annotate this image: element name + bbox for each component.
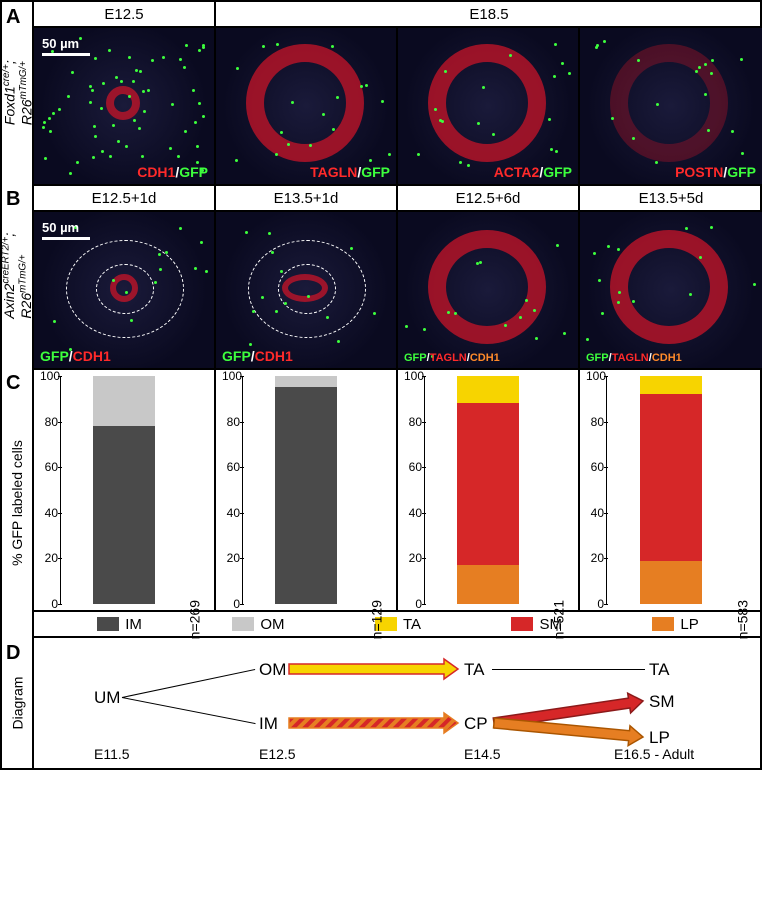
scalebar: 50 µm (42, 36, 90, 56)
marker-label: GFP/TAGLN/CDH1 (404, 352, 500, 364)
n-label: n=583 (734, 600, 750, 639)
micrograph: TAGLN/GFP (216, 28, 396, 184)
marker-label: GFP/CDH1 (222, 348, 293, 364)
bar-segment-IM (93, 426, 155, 604)
bar-segment-SM (457, 403, 519, 565)
marker-label: ACTA2/GFP (494, 164, 572, 180)
stacked-bar-chart: 020406080100n=583 (580, 370, 762, 610)
legend-item-OM: OM (232, 616, 284, 633)
micrograph: ACTA2/GFP (398, 28, 578, 184)
header-cell: E13.5+5d (580, 186, 762, 210)
micrograph: GFP/CDH1 (216, 212, 396, 368)
stacked-bar-chart: 020406080100n=521 (398, 370, 578, 610)
timeline-label: E14.5 (464, 746, 501, 762)
n-label: n=521 (550, 600, 566, 639)
diagram-node-TA: TA (464, 660, 484, 680)
diagram-node-IM: IM (259, 714, 278, 734)
header-cell: E12.5+6d (398, 186, 580, 210)
bar-segment-TA (640, 376, 702, 394)
timeline-label: E12.5 (259, 746, 296, 762)
bar-segment-OM (93, 376, 155, 426)
n-label: n=269 (186, 600, 202, 639)
legend: IMOMTASMLP (34, 610, 762, 638)
n-label: n=129 (368, 600, 384, 639)
diagram-node-OM: OM (259, 660, 286, 680)
micrograph: GFP/TAGLN/CDH1 (580, 212, 762, 368)
diagram-node-UM: UM (94, 688, 120, 708)
micrograph: 50 µm GFP/CDH1 (34, 212, 214, 368)
header-cell: E13.5+1d (216, 186, 398, 210)
bar-segment-SM (640, 394, 702, 560)
genotype-label-A: Foxd1cre/+; R26mTmG/+ (0, 61, 33, 126)
bar-segment-TA (457, 376, 519, 403)
y-axis-title: % GFP labeled cells (9, 440, 25, 566)
scalebar: 50 µm (42, 220, 90, 240)
micrograph: 50 µm CDH1/GFP (34, 28, 214, 184)
bar-segment-OM (275, 376, 337, 387)
bar-segment-LP (457, 565, 519, 604)
diagram-node-TA: TA (649, 660, 669, 680)
header-cell: E12.5 (34, 2, 216, 26)
diagram-label: Diagram (9, 677, 25, 730)
marker-label: CDH1/GFP (137, 164, 208, 180)
legend-item-LP: LP (652, 616, 698, 633)
timeline-label: E16.5 - Adult (614, 746, 694, 762)
header-cell: E18.5 (216, 2, 762, 26)
micrograph: GFP/TAGLN/CDH1 (398, 212, 578, 368)
lineage-diagram: UM OM IM TA CP TA SM LP E11.5 E12.5 E14.5 E16.5 - A… (34, 638, 760, 768)
stacked-bar-chart: 020406080100n=129 (216, 370, 396, 610)
diagram-node-LP: LP (649, 728, 670, 748)
genotype-label-B: Axin2creERT2/+; R26mTmG/+ (0, 233, 33, 319)
legend-item-IM: IM (97, 616, 142, 633)
marker-label: TAGLN/GFP (310, 164, 390, 180)
diagram-node-SM: SM (649, 692, 675, 712)
marker-label: GFP/TAGLN/CDH1 (586, 352, 682, 364)
diagram-node-CP: CP (464, 714, 488, 734)
micrograph: POSTN/GFP (580, 28, 762, 184)
marker-label: POSTN/GFP (675, 164, 756, 180)
marker-label: GFP/CDH1 (40, 348, 111, 364)
bar-segment-LP (640, 561, 702, 604)
stacked-bar-chart: 020406080100n=269 (34, 370, 214, 610)
bar-segment-IM (275, 387, 337, 604)
header-cell: E12.5+1d (34, 186, 216, 210)
timeline-label: E11.5 (94, 746, 130, 762)
